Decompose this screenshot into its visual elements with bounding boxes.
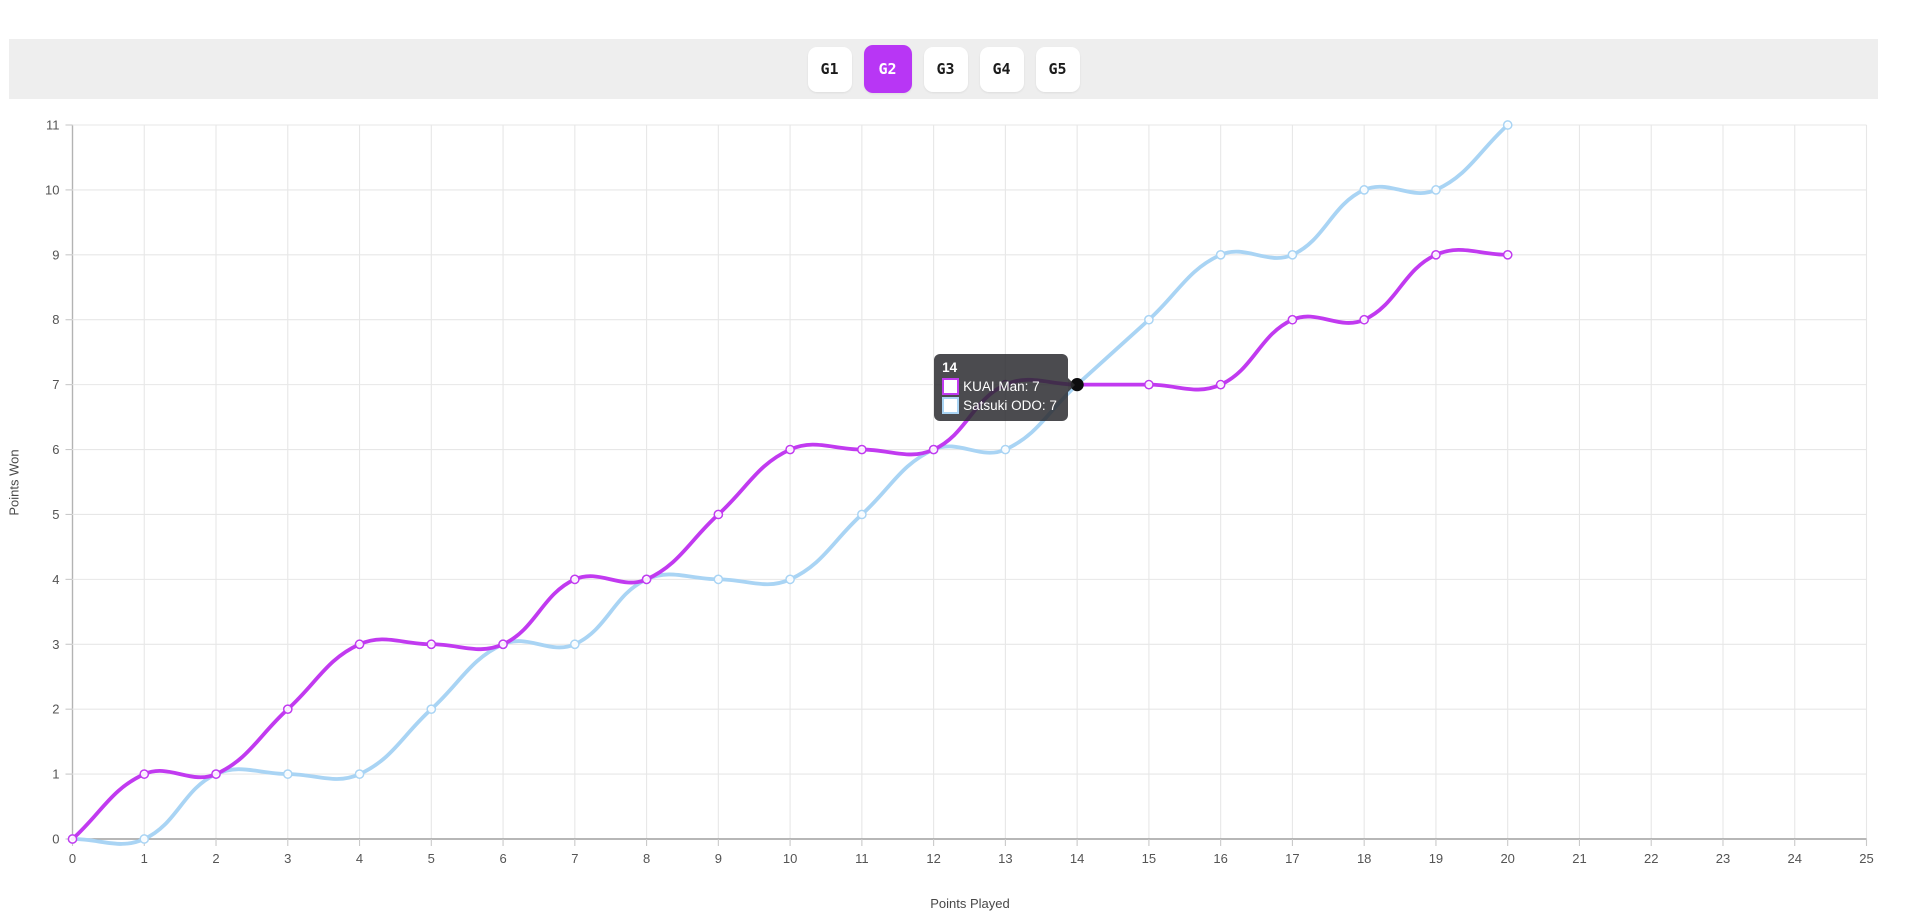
tooltip-row: KUAI Man: 7 (942, 377, 1059, 395)
svg-text:9: 9 (52, 247, 59, 262)
x-tick-labels: 0 1 2 3 4 5 6 7 8 9 10 11 12 13 14 15 16 17 18 19 20 21 22 23 24… (69, 851, 1874, 866)
axis-ticks (65, 124, 1868, 846)
svg-text:7: 7 (52, 377, 59, 392)
svg-text:21: 21 (1572, 851, 1586, 866)
tab-g3[interactable]: G3 (923, 46, 968, 92)
svg-text:20: 20 (1500, 851, 1514, 866)
y-tick-labels: 0 1 2 3 4 5 6 7 8 9 10 11 (45, 118, 59, 847)
svg-text:12: 12 (926, 851, 940, 866)
grid-lines (71, 124, 1868, 840)
tooltip-row-label: Satsuki ODO: 7 (963, 397, 1057, 413)
series-color-swatch-satsuki-odo (942, 396, 960, 414)
svg-text:24: 24 (1788, 851, 1802, 866)
svg-text:5: 5 (52, 507, 59, 522)
svg-text:16: 16 (1213, 851, 1227, 866)
svg-text:1: 1 (52, 767, 59, 782)
svg-text:15: 15 (1142, 851, 1156, 866)
svg-text:8: 8 (52, 312, 59, 327)
svg-text:10: 10 (783, 851, 797, 866)
svg-text:3: 3 (52, 637, 59, 652)
svg-text:6: 6 (52, 442, 59, 457)
tab-g1[interactable]: G1 (807, 46, 852, 92)
svg-text:9: 9 (715, 851, 722, 866)
svg-text:6: 6 (499, 851, 506, 866)
svg-text:2: 2 (52, 702, 59, 717)
svg-text:2: 2 (212, 851, 219, 866)
svg-text:4: 4 (356, 851, 363, 866)
svg-text:13: 13 (998, 851, 1012, 866)
tab-g4[interactable]: G4 (979, 46, 1024, 92)
series-kuai-man (67, 248, 1513, 844)
svg-text:4: 4 (52, 572, 59, 587)
svg-text:25: 25 (1859, 851, 1873, 866)
svg-text:17: 17 (1285, 851, 1299, 866)
svg-text:11: 11 (46, 118, 60, 133)
svg-text:1: 1 (141, 851, 148, 866)
tab-g5[interactable]: G5 (1035, 46, 1080, 92)
svg-text:22: 22 (1644, 851, 1658, 866)
tab-g2[interactable]: G2 (863, 45, 912, 93)
tooltip-row: Satsuki ODO: 7 (942, 396, 1059, 414)
svg-text:23: 23 (1716, 851, 1730, 866)
series-color-swatch-kuai-man (942, 377, 960, 395)
svg-text:3: 3 (284, 851, 291, 866)
chart-tooltip: 14 KUAI Man: 7 Satsuki ODO: 7 (934, 353, 1076, 421)
svg-text:0: 0 (52, 832, 59, 847)
svg-text:8: 8 (643, 851, 650, 866)
y-axis-title: Points Won (6, 449, 22, 516)
svg-text:11: 11 (855, 851, 869, 866)
tooltip-caret (1068, 377, 1076, 392)
svg-text:10: 10 (45, 182, 59, 197)
tooltip-row-label: KUAI Man: 7 (963, 378, 1040, 394)
svg-text:7: 7 (571, 851, 578, 866)
svg-text:18: 18 (1357, 851, 1371, 866)
x-axis-title: Points Played (930, 896, 1010, 911)
svg-text:5: 5 (428, 851, 435, 866)
svg-text:14: 14 (1070, 851, 1084, 866)
game-tab-bar: G1 G2 G3 G4 G5 (9, 39, 1878, 99)
svg-text:19: 19 (1429, 851, 1443, 866)
svg-text:0: 0 (69, 851, 76, 866)
tooltip-title: 14 (942, 359, 958, 375)
